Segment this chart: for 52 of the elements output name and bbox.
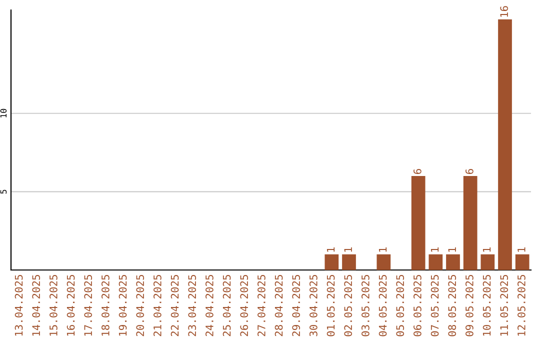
x-tick-label: 21.04.2025 bbox=[154, 275, 162, 336]
x-tick-label: 17.04.2025 bbox=[84, 275, 92, 336]
x-tick-label: 12.05.2025 bbox=[518, 275, 526, 336]
y-tick-label: 10 bbox=[0, 108, 7, 118]
x-tick-label: 04.05.2025 bbox=[378, 275, 387, 336]
data-label: 1 bbox=[448, 247, 456, 252]
x-tick-label: 19.04.2025 bbox=[118, 275, 127, 336]
x-tick-label: 20.04.2025 bbox=[136, 275, 144, 336]
data-label: 6 bbox=[414, 169, 422, 174]
x-tick-label: 11.05.2025 bbox=[500, 275, 508, 336]
data-label: 1 bbox=[344, 247, 352, 252]
data-label: 1 bbox=[518, 247, 526, 252]
x-tick-label: 23.04.2025 bbox=[188, 275, 196, 336]
x-tick-label: 29.04.2025 bbox=[292, 275, 300, 336]
bar bbox=[428, 254, 443, 270]
x-tick-label: 18.04.2025 bbox=[102, 275, 110, 336]
x-tick-label: 02.05.2025 bbox=[344, 275, 352, 336]
data-label: 1 bbox=[430, 247, 439, 252]
x-tick-label: 14.04.2025 bbox=[32, 275, 40, 336]
bar bbox=[324, 254, 339, 270]
bar bbox=[446, 254, 460, 270]
x-tick-label: 05.05.2025 bbox=[396, 275, 404, 336]
bar bbox=[480, 254, 495, 270]
x-tick-label: 08.05.2025 bbox=[448, 275, 456, 336]
data-label: 1 bbox=[326, 247, 335, 252]
bar bbox=[515, 254, 530, 270]
x-tick-label: 03.05.2025 bbox=[362, 275, 370, 336]
bar bbox=[463, 176, 478, 270]
data-label: 1 bbox=[378, 247, 387, 252]
x-tick-label: 13.04.2025 bbox=[14, 275, 23, 336]
bar bbox=[376, 254, 391, 270]
x-tick-label: 10.05.2025 bbox=[482, 275, 491, 336]
x-tick-label: 24.04.2025 bbox=[206, 275, 214, 336]
x-tick-label: 15.04.2025 bbox=[50, 275, 58, 336]
x-tick-label: 16.04.2025 bbox=[66, 275, 75, 336]
data-label: 1 bbox=[482, 247, 491, 252]
x-tick-label: 22.04.2025 bbox=[170, 275, 179, 336]
x-tick-label: 25.04.2025 bbox=[222, 275, 231, 336]
data-label: 6 bbox=[466, 169, 474, 174]
bar bbox=[342, 254, 356, 270]
x-tick-label: 28.04.2025 bbox=[274, 275, 283, 336]
x-tick-label: 26.04.2025 bbox=[240, 275, 248, 336]
x-tick-label: 06.05.2025 bbox=[414, 275, 422, 336]
x-tick-label: 27.04.2025 bbox=[258, 275, 266, 336]
x-tick-label: 07.05.2025 bbox=[430, 275, 439, 336]
x-tick-label: 30.04.2025 bbox=[310, 275, 318, 336]
x-tick-label: 09.05.2025 bbox=[466, 275, 474, 336]
bar bbox=[498, 19, 512, 270]
y-tick-label: 5 bbox=[0, 190, 7, 194]
bar bbox=[411, 176, 426, 270]
x-tick-label: 01.05.2025 bbox=[326, 275, 335, 336]
data-label: 16 bbox=[500, 6, 508, 17]
